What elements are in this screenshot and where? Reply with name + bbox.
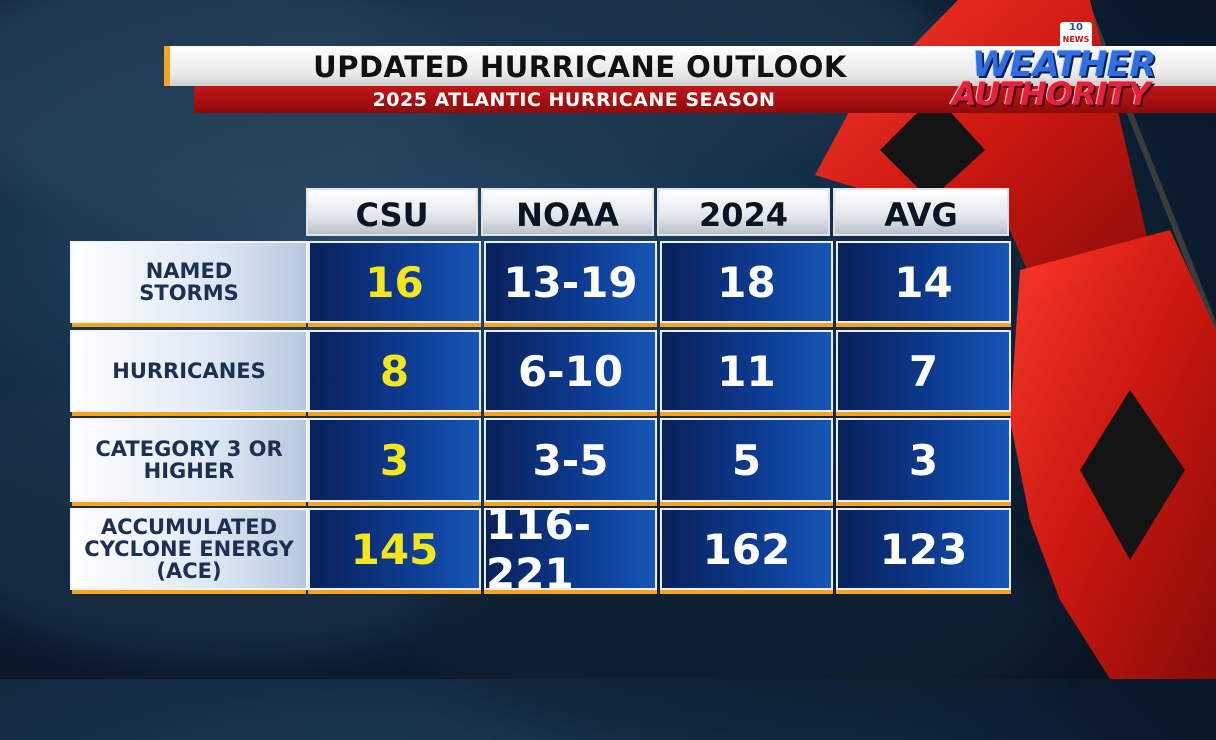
column-header-noaa: NOAA <box>481 188 654 236</box>
column-header-csu: CSU <box>306 188 478 236</box>
cell-hurricanes-avg: 7 <box>836 330 1011 416</box>
cell-ace-avg: 123 <box>836 508 1011 594</box>
cell-category-3-avg: 3 <box>836 418 1011 506</box>
cell-named-storms-noaa: 13-19 <box>484 241 657 327</box>
cell-hurricanes-csu: 8 <box>308 330 481 416</box>
title-bar: UPDATED HURRICANE OUTLOOK <box>164 46 1216 86</box>
cell-hurricanes-2024: 11 <box>660 330 833 416</box>
cell-named-storms-csu: 16 <box>308 241 481 327</box>
row-label-hurricanes: HURRICANES <box>70 330 308 416</box>
column-header-2024: 2024 <box>657 188 830 236</box>
logo-authority-text: AUTHORITY <box>952 75 1151 113</box>
cell-hurricanes-noaa: 6-10 <box>484 330 657 416</box>
page-title: UPDATED HURRICANE OUTLOOK <box>313 50 847 84</box>
logo-weather-text: WEATHER <box>972 45 1156 85</box>
station-logo-badge: 10 NEWS <box>1060 22 1092 48</box>
row-label-ace: ACCUMULATED CYCLONE ENERGY (ACE) <box>70 508 308 594</box>
row-label-category-3: CATEGORY 3 OR HIGHER <box>70 418 308 506</box>
cell-category-3-csu: 3 <box>308 418 481 506</box>
cell-named-storms-2024: 18 <box>660 241 833 327</box>
cell-ace-noaa: 116-221 <box>484 500 657 598</box>
cell-ace-csu: 145 <box>308 508 481 594</box>
row-label-named-storms: NAMED STORMS <box>70 241 308 327</box>
page-subtitle: 2025 ATLANTIC HURRICANE SEASON <box>372 89 776 111</box>
column-header-avg: AVG <box>833 188 1009 236</box>
cell-ace-2024: 162 <box>660 508 833 594</box>
subtitle-bar: 2025 ATLANTIC HURRICANE SEASON <box>194 86 1216 113</box>
station-badge-news: NEWS <box>1062 35 1090 44</box>
cell-named-storms-avg: 14 <box>836 241 1011 327</box>
cell-category-3-2024: 5 <box>660 418 833 506</box>
station-badge-number: 10 <box>1069 22 1083 33</box>
cell-category-3-noaa: 3-5 <box>484 418 657 506</box>
